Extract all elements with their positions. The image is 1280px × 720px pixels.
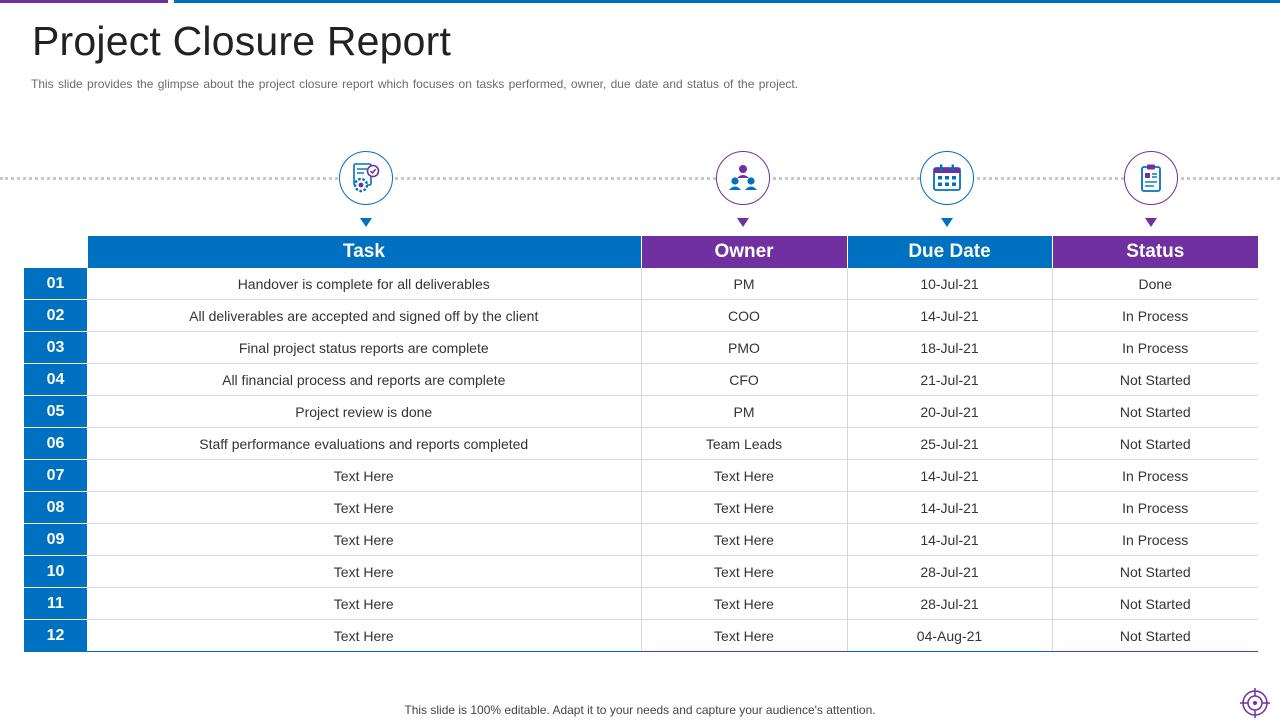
status-cell: Not Started [1052, 555, 1258, 588]
status-pointer-triangle [1145, 218, 1157, 227]
table-row: 05 Project review is done PM 20-Jul-21 N… [24, 395, 1258, 428]
owner-cell: PM [641, 268, 848, 300]
table-row: 08 Text Here Text Here 14-Jul-21 In Proc… [24, 491, 1258, 524]
project-closure-table: Task Owner Due Date Status 01 Handover i… [24, 236, 1258, 652]
due-date-cell: 14-Jul-21 [847, 523, 1053, 556]
row-number: 06 [24, 427, 87, 460]
due-date-cell: 14-Jul-21 [847, 459, 1053, 492]
table-row: 04 All financial process and reports are… [24, 363, 1258, 396]
row-number: 12 [24, 619, 87, 652]
status-cell: Not Started [1052, 587, 1258, 620]
table-header-row: Task Owner Due Date Status [24, 236, 1258, 268]
status-cell: In Process [1052, 299, 1258, 332]
task-gear-icon [339, 151, 393, 205]
owner-pointer-triangle [737, 218, 749, 227]
owner-cell: PM [641, 395, 848, 428]
page-subtitle: This slide provides the glimpse about th… [31, 77, 799, 91]
top-accent-bar-purple [0, 0, 168, 3]
due-date-cell: 21-Jul-21 [847, 363, 1053, 396]
table-row: 03 Final project status reports are comp… [24, 331, 1258, 364]
table-row: 02 All deliverables are accepted and sig… [24, 299, 1258, 332]
owner-cell: Text Here [641, 491, 848, 524]
task-cell: Text Here [87, 587, 642, 620]
row-number: 01 [24, 268, 87, 300]
owner-cell: COO [641, 299, 848, 332]
owner-cell: Text Here [641, 523, 848, 556]
due-date-pointer-triangle [941, 218, 953, 227]
task-cell: Text Here [87, 619, 642, 652]
task-cell: Text Here [87, 459, 642, 492]
table-row: 07 Text Here Text Here 14-Jul-21 In Proc… [24, 459, 1258, 492]
table-row: 06 Staff performance evaluations and rep… [24, 427, 1258, 460]
task-cell: Final project status reports are complet… [87, 331, 642, 364]
due-date-cell: 04-Aug-21 [847, 619, 1053, 652]
status-cell: Not Started [1052, 619, 1258, 652]
team-people-icon [716, 151, 770, 205]
due-date-cell: 14-Jul-21 [847, 299, 1053, 332]
row-number: 09 [24, 523, 87, 556]
owner-cell: PMO [641, 331, 848, 364]
owner-cell: Text Here [641, 587, 848, 620]
row-number: 04 [24, 363, 87, 396]
status-cell: Not Started [1052, 363, 1258, 396]
table-row: 12 Text Here Text Here 04-Aug-21 Not Sta… [24, 619, 1258, 652]
table-row: 01 Handover is complete for all delivera… [24, 268, 1258, 300]
task-cell: Text Here [87, 523, 642, 556]
page-title: Project Closure Report [32, 18, 452, 64]
header-task: Task [87, 236, 642, 268]
footer-note: This slide is 100% editable. Adapt it to… [404, 703, 876, 717]
due-date-cell: 28-Jul-21 [847, 555, 1053, 588]
row-number: 02 [24, 299, 87, 332]
table-row: 11 Text Here Text Here 28-Jul-21 Not Sta… [24, 587, 1258, 620]
status-cell: In Process [1052, 459, 1258, 492]
task-cell: Staff performance evaluations and report… [87, 427, 642, 460]
due-date-cell: 14-Jul-21 [847, 491, 1053, 524]
status-cell: Done [1052, 268, 1258, 300]
header-number-blank [24, 236, 88, 268]
due-date-cell: 20-Jul-21 [847, 395, 1053, 428]
calendar-icon [920, 151, 974, 205]
crosshair-target-icon [1240, 688, 1270, 718]
top-accent-bar-blue [174, 0, 1280, 3]
task-cell: All financial process and reports are co… [87, 363, 642, 396]
due-date-cell: 28-Jul-21 [847, 587, 1053, 620]
owner-cell: Text Here [641, 459, 848, 492]
status-cell: Not Started [1052, 427, 1258, 460]
row-number: 11 [24, 587, 87, 620]
task-cell: Handover is complete for all deliverable… [87, 268, 642, 300]
table-row: 10 Text Here Text Here 28-Jul-21 Not Sta… [24, 555, 1258, 588]
status-cell: In Process [1052, 523, 1258, 556]
task-cell: Project review is done [87, 395, 642, 428]
header-owner: Owner [641, 236, 848, 268]
clipboard-icon [1124, 151, 1178, 205]
status-cell: In Process [1052, 491, 1258, 524]
row-number: 03 [24, 331, 87, 364]
due-date-cell: 10-Jul-21 [847, 268, 1053, 300]
task-pointer-triangle [360, 218, 372, 227]
owner-cell: Text Here [641, 619, 848, 652]
row-number: 05 [24, 395, 87, 428]
owner-cell: CFO [641, 363, 848, 396]
table-row: 09 Text Here Text Here 14-Jul-21 In Proc… [24, 523, 1258, 556]
task-cell: All deliverables are accepted and signed… [87, 299, 642, 332]
due-date-cell: 25-Jul-21 [847, 427, 1053, 460]
owner-cell: Text Here [641, 555, 848, 588]
dotted-divider [0, 177, 1280, 180]
row-number: 10 [24, 555, 87, 588]
task-cell: Text Here [87, 555, 642, 588]
due-date-cell: 18-Jul-21 [847, 331, 1053, 364]
row-number: 07 [24, 459, 87, 492]
status-cell: Not Started [1052, 395, 1258, 428]
row-number: 08 [24, 491, 87, 524]
header-due-date: Due Date [847, 236, 1053, 268]
header-status: Status [1052, 236, 1258, 268]
owner-cell: Team Leads [641, 427, 848, 460]
task-cell: Text Here [87, 491, 642, 524]
status-cell: In Process [1052, 331, 1258, 364]
